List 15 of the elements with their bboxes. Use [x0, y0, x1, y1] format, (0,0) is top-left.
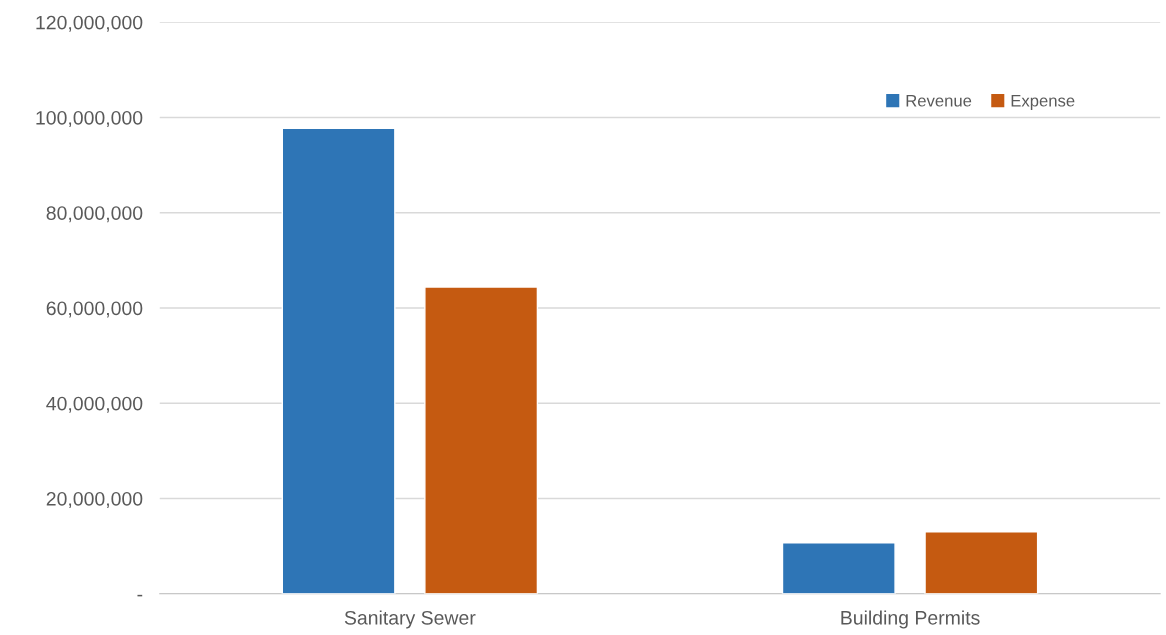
y-tick-label: 40,000,000 [46, 396, 143, 413]
legend-label: Expense [1011, 94, 1075, 110]
bar [281, 127, 396, 594]
y-tick-label: 120,000,000 [36, 15, 143, 32]
x-tick-label: Sanitary Sewer [344, 610, 476, 629]
bar [424, 286, 539, 594]
y-tick-label: 100,000,000 [36, 110, 143, 128]
y-tick-label: - [137, 594, 143, 597]
y-tick-label: 20,000,000 [46, 491, 143, 509]
y-tick-label: 80,000,000 [46, 206, 143, 223]
y-tick-label: 60,000,000 [46, 301, 143, 318]
bar [781, 542, 896, 594]
bar [924, 531, 1039, 594]
legend-label: Revenue [906, 94, 972, 107]
x-tick-label: Building Permits [841, 610, 980, 629]
